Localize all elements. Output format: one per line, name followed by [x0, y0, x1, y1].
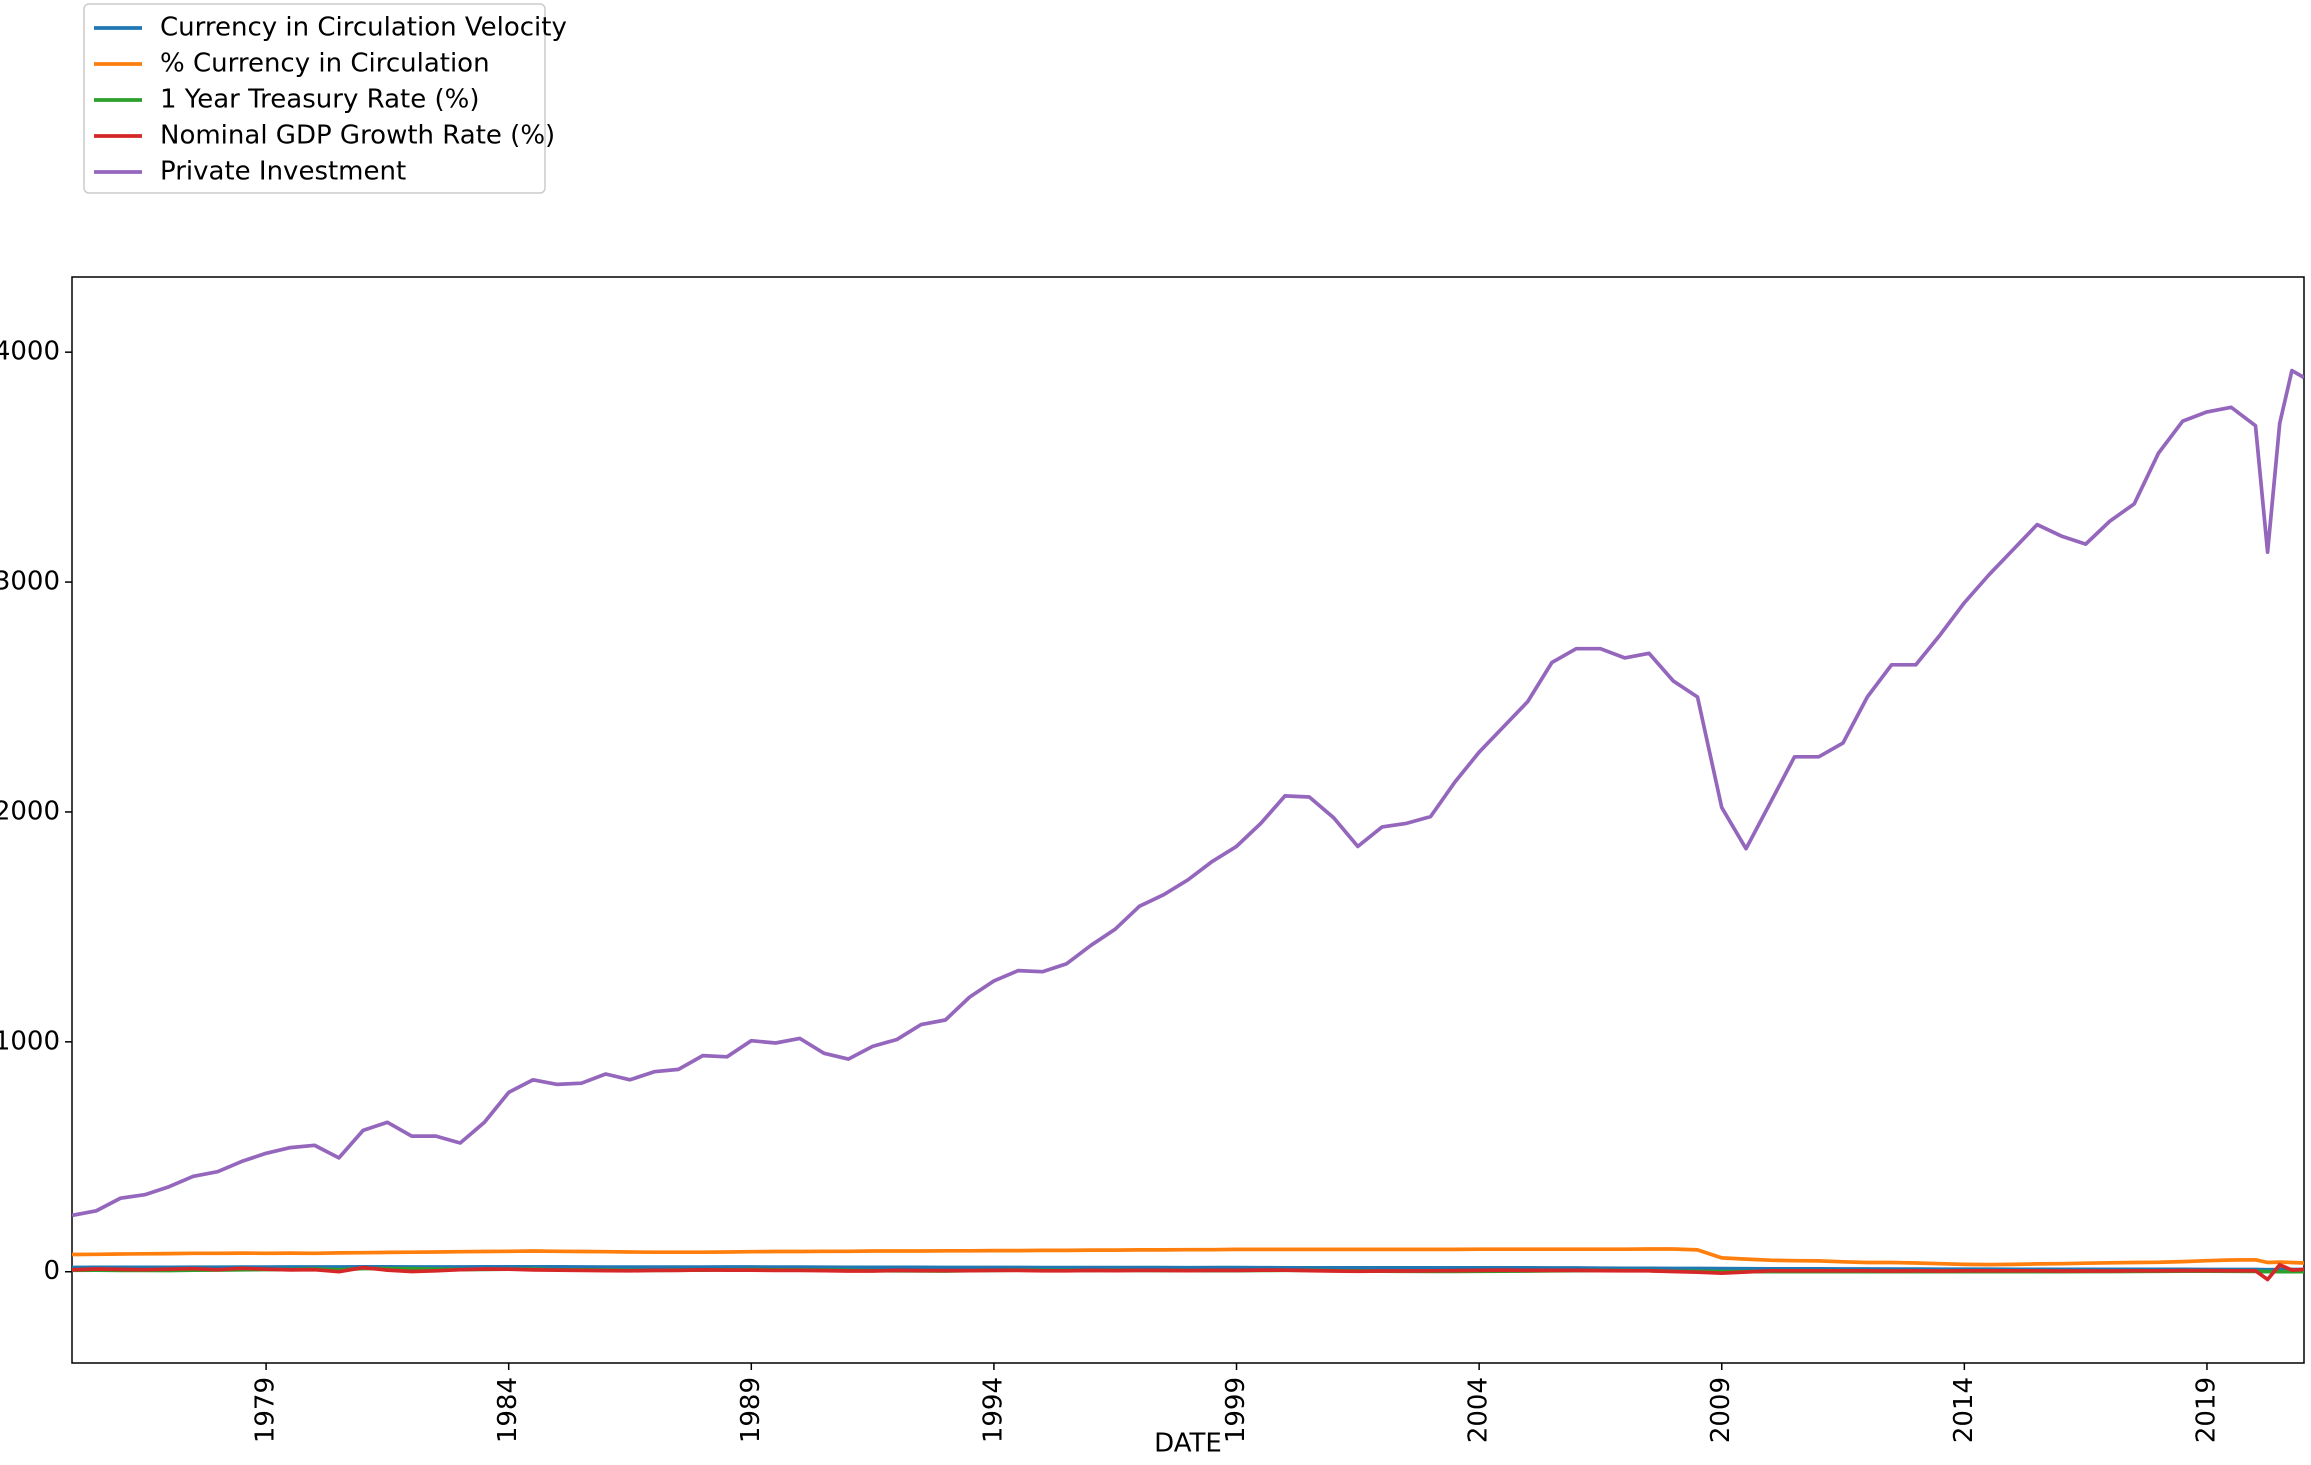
x-axis-label: DATE	[1154, 1429, 1222, 1459]
legend-label: % Currency in Circulation	[160, 49, 490, 79]
legend-label: Currency in Circulation Velocity	[160, 13, 567, 43]
x-tick-label: 2004	[1464, 1377, 1494, 1443]
x-tick-label: 2019	[2191, 1377, 2221, 1443]
legend-label: Nominal GDP Growth Rate (%)	[160, 121, 555, 151]
y-tick-label: 1000	[0, 1026, 60, 1056]
x-tick-label: 1999	[1221, 1377, 1251, 1443]
x-tick-label: 1979	[251, 1377, 281, 1443]
y-tick-label: 4000	[0, 337, 60, 367]
series-line	[72, 1247, 2304, 1267]
series-line	[72, 368, 2304, 1218]
x-tick-label: 1984	[493, 1377, 523, 1443]
x-tick-label: 1994	[978, 1377, 1008, 1443]
legend-box	[83, 3, 546, 194]
x-tick-label: 2014	[1949, 1377, 1979, 1443]
y-tick-label: 3000	[0, 567, 60, 597]
y-tick-label: 2000	[0, 796, 60, 826]
legend-label: 1 Year Treasury Rate (%)	[160, 85, 479, 115]
series-line	[72, 1262, 2304, 1282]
x-tick-label: 1989	[736, 1377, 766, 1443]
x-tick-label: 2009	[1706, 1377, 1736, 1443]
y-tick-label: 0	[43, 1256, 60, 1286]
plot-frame	[71, 276, 2305, 1364]
legend-label: Private Investment	[160, 157, 406, 187]
